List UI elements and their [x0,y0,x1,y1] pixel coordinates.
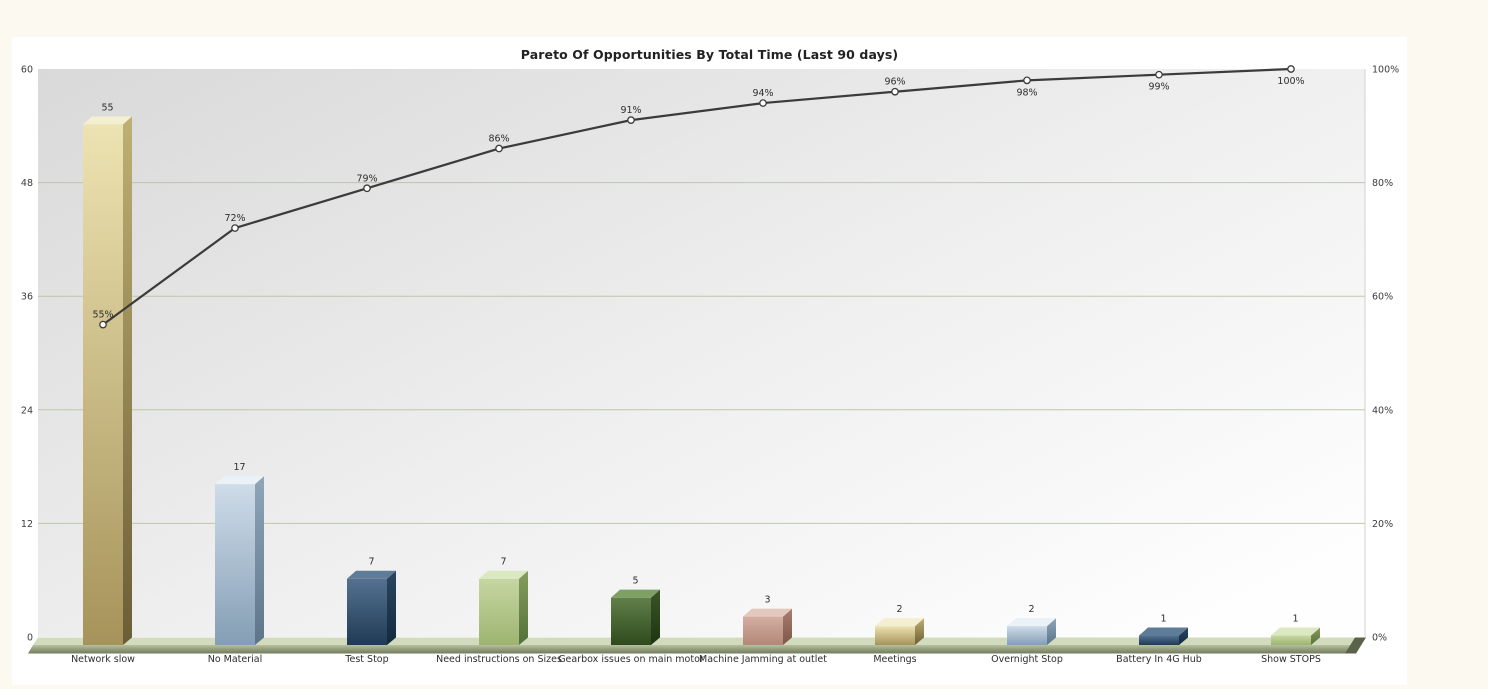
bar-side-face[interactable] [783,608,792,645]
cumulative-point-need-instructions-on-sizes[interactable] [495,144,503,153]
cumulative-line [102,67,1292,326]
category-label: Meetings [873,654,916,665]
bar-front-face[interactable] [347,578,387,645]
category-label: Overnight Stop [991,654,1063,665]
cumulative-point-gearbox-issues-on-main-motor[interactable] [627,116,635,124]
bar-top-face[interactable] [1139,627,1188,636]
bar-battery-in-4g-hub[interactable] [1139,627,1188,645]
y-right-tick-label: 100% [1372,65,1399,76]
cumulative-point-label: 99% [1148,82,1169,93]
floor-end-cap [1345,637,1366,654]
cumulative-point-label: 96% [884,77,905,88]
bar-value-label: 17 [233,462,245,473]
bar-need-instructions-on-sizes[interactable] [479,570,528,645]
bar-side-face[interactable] [255,476,264,645]
category-label: Need instructions on Sizes [436,654,562,665]
y-right-tick-label: 20% [1372,519,1393,530]
y-right-tick-label: 40% [1372,405,1393,416]
bar-front-face[interactable] [1271,635,1311,645]
category-label: No Material [208,654,263,665]
bar-side-face[interactable] [915,618,924,645]
bar-side-face[interactable] [1311,627,1320,645]
bar-front-face[interactable] [215,484,255,645]
bar-top-face[interactable] [743,608,792,617]
cumulative-point-meetings[interactable] [891,87,899,96]
bar-side-face[interactable] [387,570,396,645]
bar-value-label: 2 [1028,604,1034,615]
bar-value-label: 1 [1292,614,1298,625]
y-left-tick-label: 60 [21,65,33,76]
category-label: Battery In 4G Hub [1116,654,1202,665]
cumulative-point-label: 55% [92,310,113,321]
bar-value-label: 1 [1160,614,1166,625]
bar-front-face[interactable] [743,616,783,645]
bar-front-face[interactable] [611,597,651,645]
cumulative-point-overnight-stop[interactable] [1023,76,1031,85]
cumulative-point-test-stop[interactable] [363,184,371,193]
bar-top-face[interactable] [1271,627,1320,636]
pareto-chart-panel: Pareto Of Opportunities By Total Time (L… [12,37,1407,685]
cumulative-point-machine-jamming-at-outlet[interactable] [759,99,767,107]
cumulative-point-label: 94% [752,88,773,99]
bar-top-face[interactable] [215,476,264,485]
cumulative-point-label: 100% [1277,76,1304,87]
cumulative-point-label: 86% [488,134,509,145]
y-left-tick-label: 0 [27,633,33,644]
floor-front-face [28,645,1361,654]
bar-side-face[interactable] [651,589,660,645]
bar-side-face[interactable] [1047,618,1056,645]
bar-value-label: 7 [500,557,506,568]
bar-top-face[interactable] [875,618,924,627]
bar-front-face[interactable] [479,578,519,645]
bar-value-label: 5 [632,576,638,587]
y-right-tick-label: 80% [1372,178,1393,189]
category-label: Show STOPS [1261,654,1321,665]
bar-top-face[interactable] [479,570,528,579]
bar-machine-jamming-at-outlet[interactable] [743,608,792,645]
bar-overnight-stop[interactable] [1007,618,1056,645]
y-left-tick-label: 48 [21,178,33,189]
bar-value-label: 55 [101,102,113,113]
bar-network-slow[interactable] [83,116,132,646]
bar-front-face[interactable] [875,626,915,645]
bar-front-face[interactable] [83,124,123,646]
y-left-tick-label: 12 [21,519,33,530]
bar-side-face[interactable] [123,116,132,646]
bar-value-label: 3 [764,595,770,606]
bar-side-face[interactable] [519,570,528,645]
bar-front-face[interactable] [1007,626,1047,645]
category-label: Network slow [71,654,135,665]
bar-top-face[interactable] [83,116,132,125]
cumulative-point-label: 98% [1016,87,1037,98]
cumulative-point-show-stops[interactable] [1287,65,1295,73]
y-left-tick-label: 24 [21,405,33,416]
bar-front-face[interactable] [1139,635,1179,645]
bar-value-label: 7 [368,557,374,568]
bar-no-material[interactable] [215,476,264,645]
cumulative-point-label: 91% [620,105,641,116]
y-right-tick-label: 0% [1372,633,1387,644]
category-label: Gearbox issues on main motor [558,654,704,665]
bar-meetings[interactable] [875,618,924,645]
bar-gearbox-issues-on-main-motor[interactable] [611,589,660,645]
cumulative-point-battery-in-4g-hub[interactable] [1155,70,1163,79]
bar-test-stop[interactable] [347,570,396,645]
cumulative-point-label: 72% [224,213,245,224]
y-right-tick-label: 60% [1372,292,1393,303]
bar-value-label: 2 [896,604,902,615]
category-label: Test Stop [344,654,388,665]
bar-top-face[interactable] [1007,618,1056,627]
bar-side-face[interactable] [1179,627,1188,645]
cumulative-point-label: 79% [356,173,377,184]
bar-show-stops[interactable] [1271,627,1320,645]
chart-title: Pareto Of Opportunities By Total Time (L… [520,47,899,62]
cumulative-point-no-material[interactable] [231,224,239,232]
y-left-tick-label: 36 [21,292,33,303]
bar-top-face[interactable] [611,589,660,598]
category-label: Machine Jamming at outlet [699,654,827,665]
cumulative-point-network-slow[interactable] [99,320,107,329]
bar-top-face[interactable] [347,570,396,579]
